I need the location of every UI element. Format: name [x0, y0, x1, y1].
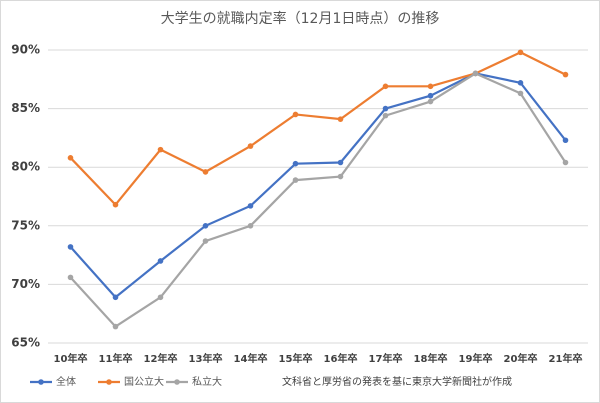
data-point [382, 112, 389, 119]
x-tick-label: 10年卒 [54, 352, 88, 365]
data-point [112, 201, 119, 208]
data-point [382, 83, 389, 90]
data-point [517, 90, 524, 97]
x-tick-label: 14年卒 [234, 352, 268, 365]
x-tick-label: 11年卒 [99, 352, 133, 365]
legend-marker [174, 379, 180, 385]
data-point [292, 160, 299, 167]
data-point [157, 258, 164, 264]
data-point [157, 294, 164, 301]
data-point [67, 274, 74, 281]
x-tick-label: 15年卒 [279, 352, 313, 365]
data-point [202, 169, 209, 175]
series-line [69, 72, 567, 329]
data-point [247, 143, 254, 149]
data-point [67, 244, 74, 250]
legend-label: 全体 [56, 375, 76, 388]
y-tick-label: 75% [11, 218, 40, 232]
series-line [69, 51, 566, 207]
y-tick-label: 65% [11, 336, 40, 350]
x-tick-label: 20年卒 [504, 352, 538, 365]
data-point [382, 105, 389, 112]
data-point [247, 203, 254, 209]
data-point [517, 49, 524, 56]
x-tick-label: 13年卒 [189, 352, 223, 365]
data-point [247, 223, 254, 229]
legend-marker [38, 379, 44, 385]
data-point [472, 70, 479, 77]
data-point [337, 159, 344, 166]
data-point [337, 116, 344, 122]
data-point [112, 323, 119, 330]
y-tick-label: 85% [11, 101, 40, 115]
data-point [427, 83, 434, 90]
source-note: 文科省と厚労省の発表を基に東京大学新聞社が作成 [282, 375, 512, 388]
data-point [67, 155, 74, 161]
chart-title: 大学生の就職内定率（12月1日時点）の推移 [161, 10, 440, 27]
x-tick-label: 18年卒 [414, 352, 448, 365]
y-tick-label: 80% [11, 160, 40, 174]
legend-label: 私立大 [192, 375, 222, 388]
x-tick-label: 16年卒 [324, 352, 358, 365]
data-point [427, 92, 434, 99]
x-tick-label: 17年卒 [369, 352, 403, 365]
data-point [562, 137, 569, 144]
x-tick-label: 21年卒 [549, 352, 583, 365]
data-point [337, 173, 344, 180]
data-point [517, 80, 524, 86]
data-point [562, 71, 569, 78]
legend-marker [106, 379, 112, 385]
data-point [202, 223, 209, 229]
data-point [292, 111, 299, 118]
data-point [292, 177, 299, 183]
x-tick-label: 19年卒 [459, 352, 493, 365]
series-line [69, 72, 567, 299]
data-point [562, 159, 569, 166]
data-point [157, 146, 164, 153]
data-point [112, 294, 119, 301]
legend-label: 国公立大 [124, 375, 164, 388]
data-point [202, 238, 209, 244]
y-tick-label: 70% [11, 277, 40, 291]
x-tick-label: 12年卒 [144, 352, 178, 365]
y-tick-label: 90% [11, 43, 40, 57]
data-point [427, 98, 434, 105]
